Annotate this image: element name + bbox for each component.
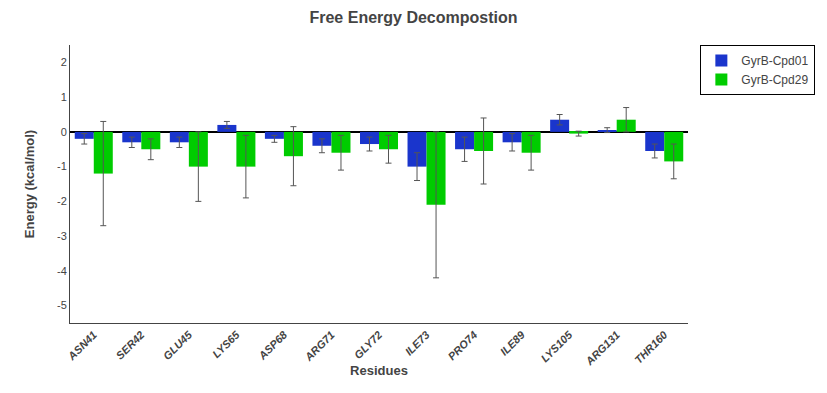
svg-text:ILE73: ILE73 [403, 329, 432, 358]
svg-text:SER42: SER42 [113, 329, 146, 362]
svg-text:2: 2 [61, 56, 67, 68]
svg-text:Free Energy Decompostion: Free Energy Decompostion [309, 9, 517, 26]
svg-text:GLU45: GLU45 [161, 328, 195, 362]
svg-text:GyrB-Cpd01: GyrB-Cpd01 [741, 54, 808, 68]
svg-text:ARG131: ARG131 [583, 329, 622, 368]
svg-text:-1: -1 [57, 160, 67, 172]
svg-text:THR160: THR160 [632, 328, 670, 366]
svg-text:0: 0 [61, 126, 67, 138]
svg-text:PRO74: PRO74 [445, 329, 479, 363]
svg-text:LYS105: LYS105 [538, 328, 575, 365]
svg-text:ARG71: ARG71 [302, 329, 337, 364]
svg-text:ASN41: ASN41 [65, 329, 99, 363]
svg-text:-4: -4 [57, 265, 67, 277]
svg-text:-2: -2 [57, 195, 67, 207]
svg-text:LYS65: LYS65 [210, 328, 242, 360]
svg-text:ASP68: ASP68 [255, 328, 289, 362]
svg-text:Energy (kcal/mol): Energy (kcal/mol) [22, 130, 37, 238]
svg-text:GLY72: GLY72 [352, 329, 385, 362]
svg-text:-5: -5 [57, 299, 67, 311]
svg-text:ILE89: ILE89 [498, 328, 528, 358]
svg-text:-3: -3 [57, 230, 67, 242]
svg-text:GyrB-Cpd29: GyrB-Cpd29 [741, 73, 808, 87]
svg-text:1: 1 [61, 91, 67, 103]
svg-text:Residues: Residues [350, 363, 408, 378]
